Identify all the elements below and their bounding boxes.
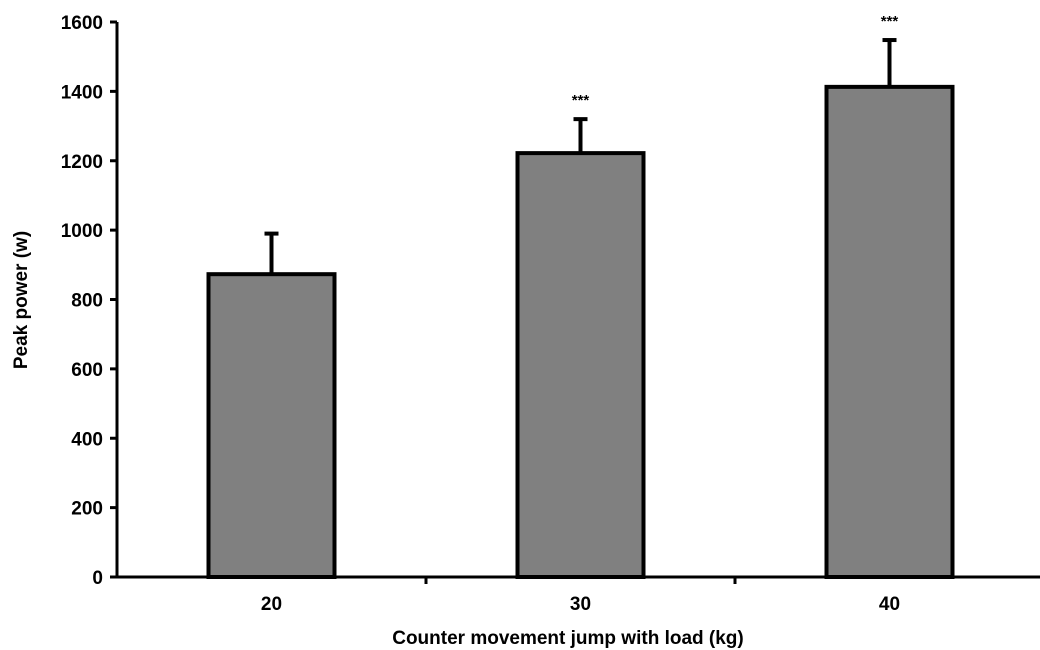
y-ticks: 0 200 400 600 800 1000 1200 1400 1600 bbox=[61, 13, 117, 589]
x-tick-label: 30 bbox=[570, 594, 591, 615]
significance-label: *** bbox=[572, 92, 590, 109]
bar-20 bbox=[206, 272, 337, 579]
bars-layer: *** *** bbox=[206, 13, 955, 579]
y-tick-label: 1400 bbox=[61, 82, 103, 103]
bar-30 bbox=[515, 151, 646, 579]
y-tick-label: 0 bbox=[92, 568, 103, 589]
x-axis-title: Counter movement jump with load (kg) bbox=[392, 628, 744, 649]
y-tick-label: 200 bbox=[71, 499, 103, 520]
y-tick-label: 1600 bbox=[61, 13, 103, 34]
x-tick-label: 20 bbox=[261, 594, 282, 615]
y-tick-label: 400 bbox=[71, 429, 103, 450]
x-tick-label: 40 bbox=[879, 594, 900, 615]
y-tick-label: 600 bbox=[71, 360, 103, 381]
y-tick-label: 1200 bbox=[61, 152, 103, 173]
y-tick-label: 800 bbox=[71, 291, 103, 312]
y-tick-label: 1000 bbox=[61, 221, 103, 242]
x-ticks: 20 30 40 bbox=[261, 577, 900, 615]
significance-label: *** bbox=[881, 13, 899, 30]
y-axis-title: Peak power (w) bbox=[11, 231, 32, 369]
bar-40 bbox=[824, 84, 955, 579]
